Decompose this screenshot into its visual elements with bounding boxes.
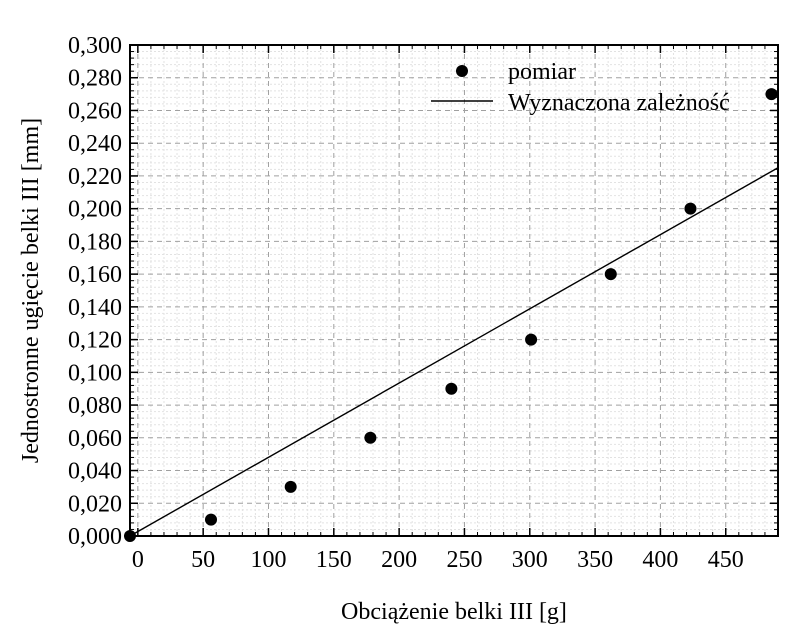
x-tick-label: 150 — [316, 547, 352, 573]
grid — [130, 44, 779, 537]
series-layer — [124, 88, 779, 542]
fit-line — [129, 167, 779, 537]
y-tick-label: 0,260 — [68, 98, 122, 124]
legend-marker-pomiar — [456, 65, 468, 77]
x-tick-label: 400 — [642, 547, 678, 573]
data-point — [445, 382, 458, 395]
y-tick-label: 0,280 — [68, 66, 122, 92]
y-axis-title: Jednostronne ugięcie belki III [mm] — [18, 118, 44, 463]
y-tick-label: 0,040 — [68, 459, 122, 485]
legend: pomiar Wyznaczona zależność — [431, 59, 730, 116]
data-point — [205, 513, 217, 526]
plot-frame — [129, 44, 779, 537]
data-point — [364, 431, 377, 444]
x-tick-label: 100 — [250, 547, 286, 573]
y-tick-label: 0,240 — [68, 131, 122, 157]
y-tick-label: 0,120 — [68, 328, 122, 354]
y-tick-label: 0,300 — [68, 33, 122, 59]
y-tick-label: 0,200 — [68, 197, 122, 223]
y-tick-label: 0,100 — [68, 360, 122, 386]
x-tick-label: 50 — [191, 547, 215, 573]
ticks: 0 50 100 150 200 250 300 350 400 450 0,000 0,020 0,0… — [68, 33, 779, 573]
x-tick-label: 200 — [381, 547, 417, 573]
legend-label-wyznaczona-zaleznosc: Wyznaczona zależność — [508, 90, 730, 116]
y-tick-label: 0,180 — [68, 229, 122, 255]
data-point — [525, 333, 538, 346]
x-tick-label: 300 — [512, 547, 548, 573]
x-axis-title: Obciążenie belki III [g] — [341, 599, 567, 625]
x-tick-label: 250 — [446, 547, 482, 573]
x-tick-label: 350 — [577, 547, 613, 573]
data-point — [765, 88, 778, 101]
x-tick-label: 450 — [708, 547, 744, 573]
data-point — [684, 202, 697, 215]
legend-label-pomiar: pomiar — [508, 59, 576, 85]
data-point — [604, 268, 617, 281]
y-tick-label: 0,220 — [68, 164, 122, 190]
y-tick-label: 0,140 — [68, 295, 122, 321]
data-point — [284, 480, 297, 493]
y-tick-label: 0,000 — [68, 524, 122, 550]
y-tick-label: 0,160 — [68, 262, 122, 288]
y-tick-label: 0,080 — [68, 393, 122, 419]
x-tick-label: 0 — [132, 547, 144, 573]
y-tick-label: 0,060 — [68, 426, 122, 452]
y-tick-label: 0,020 — [68, 491, 122, 517]
